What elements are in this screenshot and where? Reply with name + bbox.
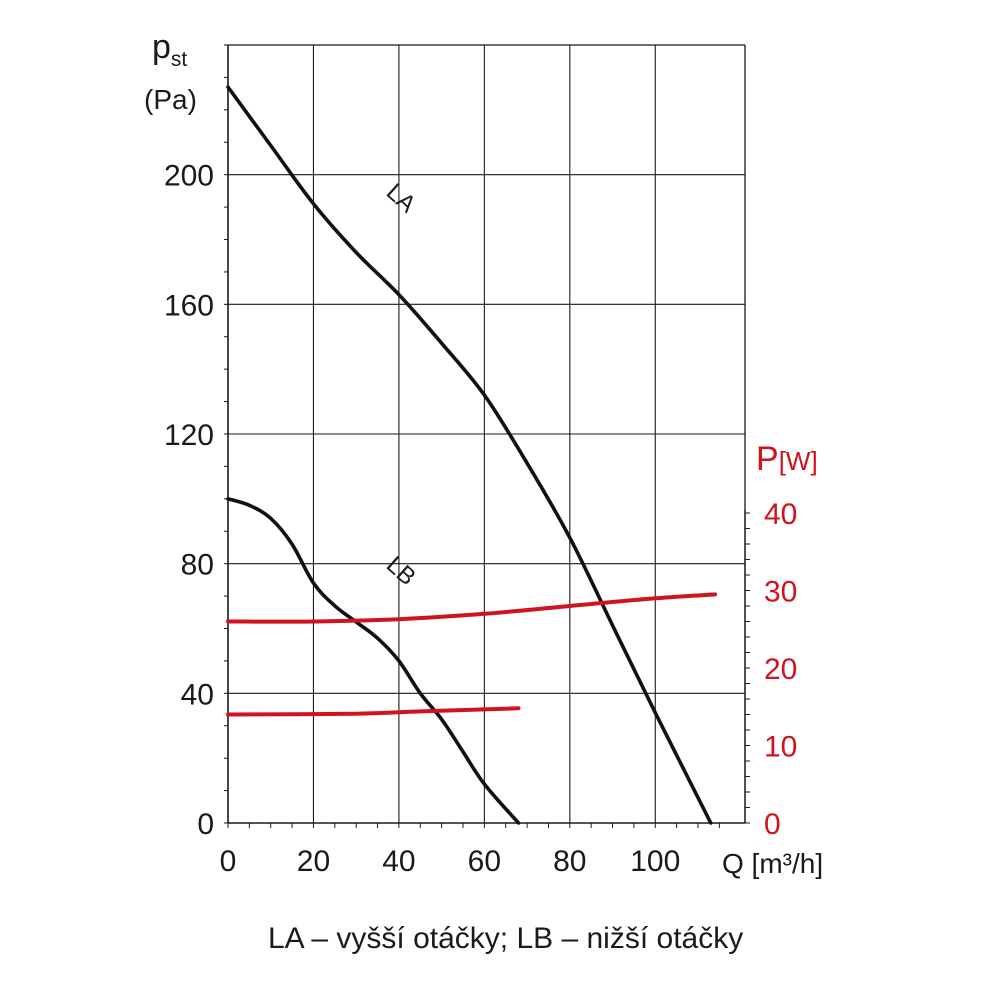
y2-tick-label-10: 10	[764, 731, 797, 764]
pressure-line-lb	[226, 497, 521, 825]
x-tick-label-100: 100	[630, 845, 680, 878]
power-line-3	[226, 706, 521, 717]
curve-label-la: LA	[381, 179, 421, 219]
x-tick-label-60: 60	[468, 845, 501, 878]
y-tick-label-160: 160	[164, 289, 214, 322]
caption-text: LA – vyšší otáčky; LB – nižší otáčky	[268, 922, 744, 955]
pressure-line-la	[226, 85, 713, 825]
power-line-2	[226, 592, 718, 624]
x-axis-title: Q [m³/h]	[722, 848, 823, 879]
curve-label-lb: LB	[381, 551, 421, 591]
y2-tick-label-0: 0	[764, 808, 781, 841]
x-tick-label-40: 40	[382, 845, 415, 878]
x-tick-label-20: 20	[297, 845, 330, 878]
x-tick-label-80: 80	[553, 845, 586, 878]
y2-axis-title-main: P	[756, 440, 779, 478]
y2-tick-label-30: 30	[764, 576, 797, 609]
grid	[227, 44, 746, 824]
y-axis-title-sub: st	[171, 48, 188, 71]
y-tick-label-120: 120	[164, 419, 214, 452]
series-layer	[226, 85, 718, 825]
y-tick-label-40: 40	[181, 678, 214, 711]
y-tick-label-80: 80	[181, 549, 214, 582]
x-tick-label-0: 0	[220, 845, 237, 878]
y-tick-label-0: 0	[197, 808, 214, 841]
minor-ticks	[224, 44, 750, 828]
curve-labels: LA LB	[381, 179, 421, 592]
y2-tick-label-20: 20	[764, 653, 797, 686]
y2-axis-title: P[W]	[756, 440, 818, 478]
y2-axis-title-unit: [W]	[779, 446, 818, 476]
y-axis-title-main: p	[152, 28, 171, 66]
tick-labels: 0 20 40 60 80 100 0 40 80 120 160 200 0 10 20 30 40	[164, 160, 797, 878]
y-axis-unit: (Pa)	[144, 84, 197, 115]
y-tick-label-200: 200	[164, 160, 214, 193]
y-axis-title: pst	[152, 28, 187, 71]
y2-tick-label-40: 40	[764, 498, 797, 531]
